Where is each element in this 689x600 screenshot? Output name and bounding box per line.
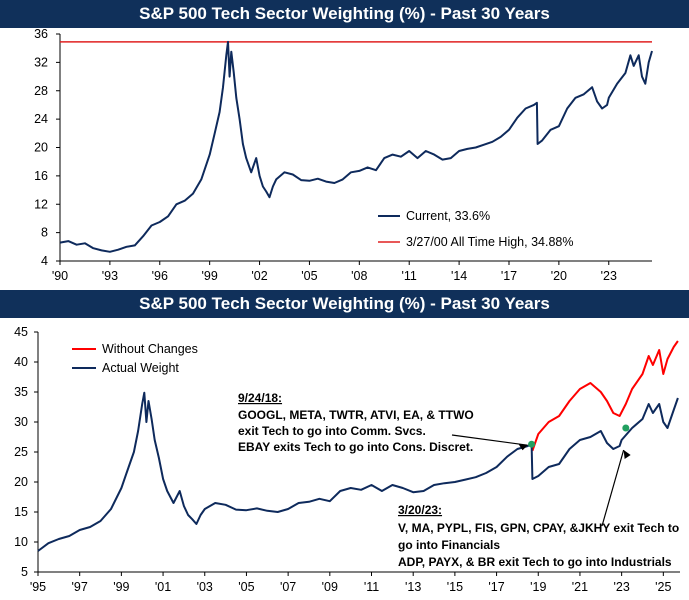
y-tick-label: 35	[14, 385, 28, 399]
y-tick-label: 16	[34, 169, 48, 183]
x-tick-label: '08	[351, 269, 367, 283]
annotation-2023-line: go into Financials	[398, 538, 500, 552]
current-weight-line	[59, 40, 653, 253]
x-tick-label: '11	[364, 580, 379, 594]
x-tick-label: '97	[72, 580, 88, 594]
x-tick-label: '11	[402, 269, 417, 283]
annotation-2018-arrowhead	[518, 444, 528, 451]
y-tick-label: 20	[34, 141, 48, 155]
chart-1-plot: 4 8 12 16 20 24 28 32 36 '90 '93 '96 '99 '02 '05 '08 '11…	[34, 28, 653, 283]
without-changes-line	[531, 340, 679, 452]
y-tick-label: 5	[21, 565, 28, 579]
y-tick-label: 28	[34, 84, 48, 98]
x-tick-label: '90	[52, 269, 68, 283]
x-tick-label: '20	[551, 269, 567, 283]
x-tick-label: '99	[113, 580, 129, 594]
x-tick-label: '13	[405, 580, 421, 594]
x-tick-label: '25	[655, 580, 671, 594]
annotation-2018-arrow	[451, 434, 528, 446]
annotation-2018-heading: 9/24/18:	[238, 391, 282, 405]
actual-weight-line	[37, 391, 679, 552]
x-tick-label: '01	[155, 580, 171, 594]
legend-actual-weight-label: Actual Weight	[102, 361, 179, 375]
y-tick-label: 45	[14, 325, 28, 339]
annotation-2023-arrow	[601, 449, 625, 527]
x-tick-label: '23	[613, 580, 629, 594]
y-tick-label: 32	[34, 55, 48, 69]
x-tick-label: '15	[447, 580, 463, 594]
chart-2-title: S&P 500 Tech Sector Weighting (%) - Past…	[0, 290, 689, 318]
x-tick-label: '09	[322, 580, 338, 594]
x-tick-label: '17	[501, 269, 517, 283]
legend-ath-label: 3/27/00 All Time High, 34.88%	[406, 235, 573, 249]
chart-2-plot: 5 10 15 20 25 30 35 40 45 '95 '97 '99 '01 '03 '05 '07 '0…	[14, 325, 680, 594]
x-tick-label: '05	[301, 269, 317, 283]
x-tick-label: '17	[488, 580, 504, 594]
annotation-2018-line: EBAY exits Tech to go into Cons. Discret…	[238, 440, 473, 454]
x-tick-label: '02	[251, 269, 267, 283]
annotation-2023-line: ADP, PAYX, & BR exit Tech to go into Ind…	[398, 555, 672, 569]
x-tick-label: '03	[197, 580, 213, 594]
x-tick-label: '93	[102, 269, 118, 283]
annotation-2023-arrowhead	[623, 450, 631, 459]
x-tick-label: '23	[601, 269, 617, 283]
y-tick-label: 10	[14, 535, 28, 549]
y-tick-label: 12	[34, 197, 48, 211]
x-tick-label: '05	[238, 580, 254, 594]
y-tick-label: 40	[14, 355, 28, 369]
y-tick-label: 36	[34, 28, 48, 41]
annotation-2018-line: exit Tech to go into Comm. Svcs.	[238, 424, 426, 438]
x-tick-label: '95	[30, 580, 46, 594]
y-tick-label: 30	[14, 415, 28, 429]
annotation-2023-heading: 3/20/23:	[398, 503, 442, 517]
x-tick-label: '96	[152, 269, 168, 283]
x-tick-label: '07	[280, 580, 296, 594]
legend-current-label: Current, 33.6%	[406, 209, 490, 223]
x-tick-label: '19	[530, 580, 546, 594]
x-tick-label: '99	[202, 269, 218, 283]
2018-change-marker	[528, 440, 536, 448]
annotation-2023-line: V, MA, PYPL, FIS, GPN, CPAY, &JKHY exit …	[398, 521, 679, 535]
x-tick-label: '14	[451, 269, 467, 283]
2023-change-marker	[622, 424, 630, 432]
chart-1-title: S&P 500 Tech Sector Weighting (%) - Past…	[0, 0, 689, 28]
x-tick-label: '21	[572, 580, 588, 594]
y-tick-label: 20	[14, 475, 28, 489]
y-tick-label: 8	[41, 226, 48, 240]
y-tick-label: 4	[41, 254, 48, 268]
annotation-2018-line: GOOGL, META, TWTR, ATVI, EA, & TTWO	[238, 408, 474, 422]
y-tick-label: 24	[34, 112, 48, 126]
y-tick-label: 25	[14, 445, 28, 459]
y-tick-label: 15	[14, 505, 28, 519]
legend-without-changes-label: Without Changes	[102, 342, 198, 356]
